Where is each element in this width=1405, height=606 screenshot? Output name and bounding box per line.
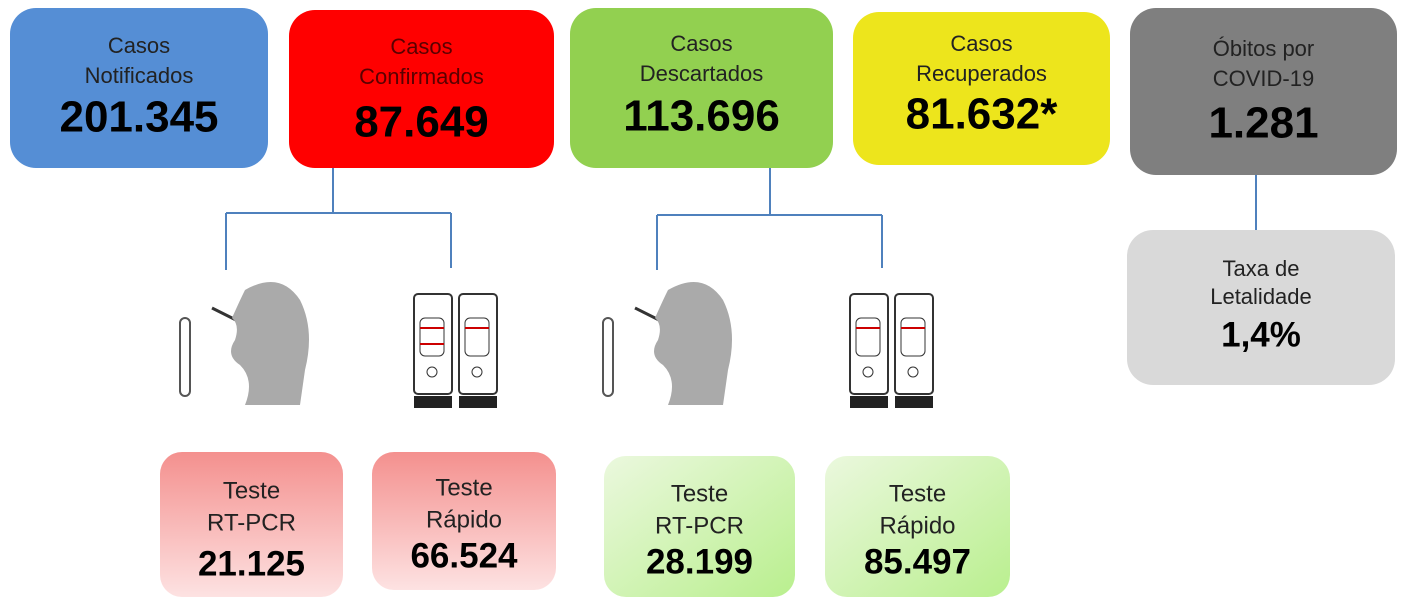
- box-value: 28.199: [646, 542, 753, 581]
- box-label: RT-PCR: [655, 512, 744, 539]
- box-value: 85.497: [864, 542, 971, 581]
- box-label: Notificados: [85, 63, 194, 88]
- rapid-test-icon: [413, 293, 498, 408]
- box-label: Teste: [435, 474, 492, 501]
- box-value: 1.281: [1208, 99, 1318, 148]
- box-label: Casos: [108, 33, 170, 58]
- box-value: 66.524: [410, 536, 518, 575]
- box-value: 1,4%: [1221, 315, 1301, 354]
- swab-icon: [602, 282, 732, 405]
- test-box: [825, 456, 1010, 597]
- summary-box: [289, 10, 554, 168]
- box-label: Descartados: [640, 61, 764, 86]
- box-value: 201.345: [59, 93, 218, 142]
- test-box: [372, 452, 556, 590]
- box-label: Confirmados: [359, 64, 484, 89]
- box-label: Teste: [223, 477, 280, 504]
- box-label: Teste: [889, 480, 946, 507]
- summary-box: [853, 12, 1110, 165]
- lethality-box: [1127, 230, 1395, 385]
- box-label: Taxa de: [1222, 256, 1299, 281]
- box-label: Óbitos por: [1213, 36, 1315, 61]
- test-box: [160, 452, 343, 597]
- box-value: 81.632*: [906, 90, 1059, 139]
- box-value: 113.696: [623, 92, 780, 141]
- rapid-test-icon: [849, 293, 934, 408]
- box-label: Casos: [950, 31, 1012, 56]
- test-box: [604, 456, 795, 597]
- box-label: RT-PCR: [207, 509, 296, 536]
- box-value: 87.649: [354, 98, 489, 147]
- box-value: 21.125: [198, 544, 305, 583]
- box-label: COVID-19: [1213, 66, 1314, 91]
- box-label: Recuperados: [916, 61, 1047, 86]
- summary-box: [570, 8, 833, 168]
- box-label: Rápido: [879, 512, 955, 539]
- summary-box: [1130, 8, 1397, 175]
- box-label: Teste: [671, 480, 728, 507]
- box-label: Rápido: [426, 506, 502, 533]
- swab-icon: [179, 282, 309, 405]
- box-label: Casos: [670, 31, 732, 56]
- box-label: Casos: [390, 34, 452, 59]
- connectors: [225, 168, 1257, 270]
- box-label: Letalidade: [1210, 284, 1312, 309]
- summary-box: [10, 8, 268, 168]
